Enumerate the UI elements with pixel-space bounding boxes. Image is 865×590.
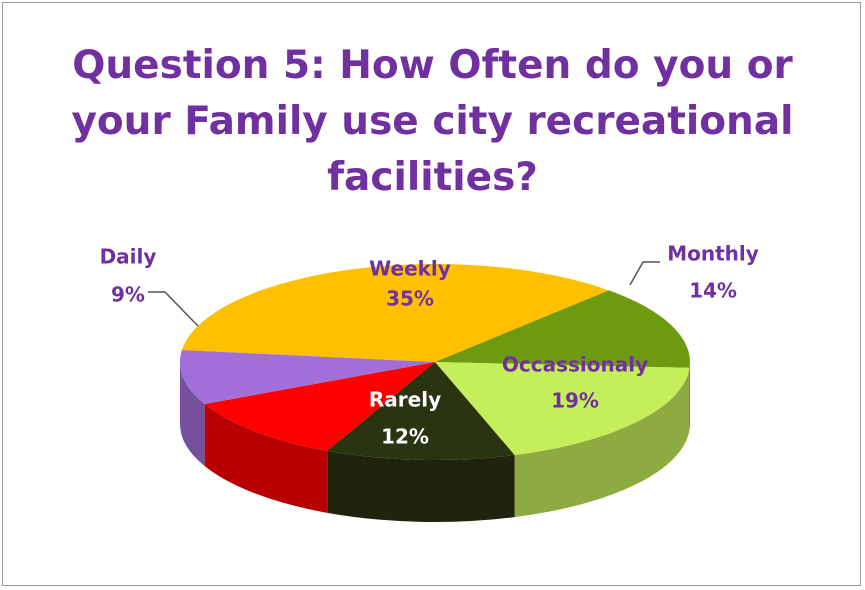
- value-label: 14%: [689, 279, 737, 303]
- pie-side: [514, 367, 690, 518]
- pie-slice: [180, 350, 435, 405]
- labels: Weekly 35% Monthly 14% Occassionaly 19% Rarely…: [100, 242, 759, 449]
- pie-slice: [327, 362, 515, 460]
- leader-line: [148, 291, 199, 327]
- slice-label: Occassionaly: [502, 353, 648, 377]
- slice-label: Rarely: [369, 388, 441, 412]
- value-label: 35%: [386, 287, 434, 311]
- pie-slice: [435, 290, 690, 368]
- slice-label: Weekly: [369, 257, 451, 281]
- slice-label: Daily: [100, 245, 157, 269]
- pie-slice: [181, 263, 609, 362]
- value-label: 19%: [551, 389, 599, 413]
- pie-slice: [204, 362, 435, 451]
- chart-title: Question 5: How Often do you or your Fam…: [71, 43, 794, 200]
- pie-slice: [435, 362, 690, 456]
- leader-line: [629, 261, 660, 286]
- value-label: 9%: [111, 283, 145, 307]
- pie-side: [180, 362, 205, 467]
- pie-tops: [180, 263, 690, 460]
- pie-side: [327, 450, 515, 522]
- pie-sides: [180, 362, 690, 522]
- value-label: 12%: [381, 425, 429, 449]
- pie-side: [204, 404, 328, 513]
- slice-label: Monthly: [667, 242, 759, 266]
